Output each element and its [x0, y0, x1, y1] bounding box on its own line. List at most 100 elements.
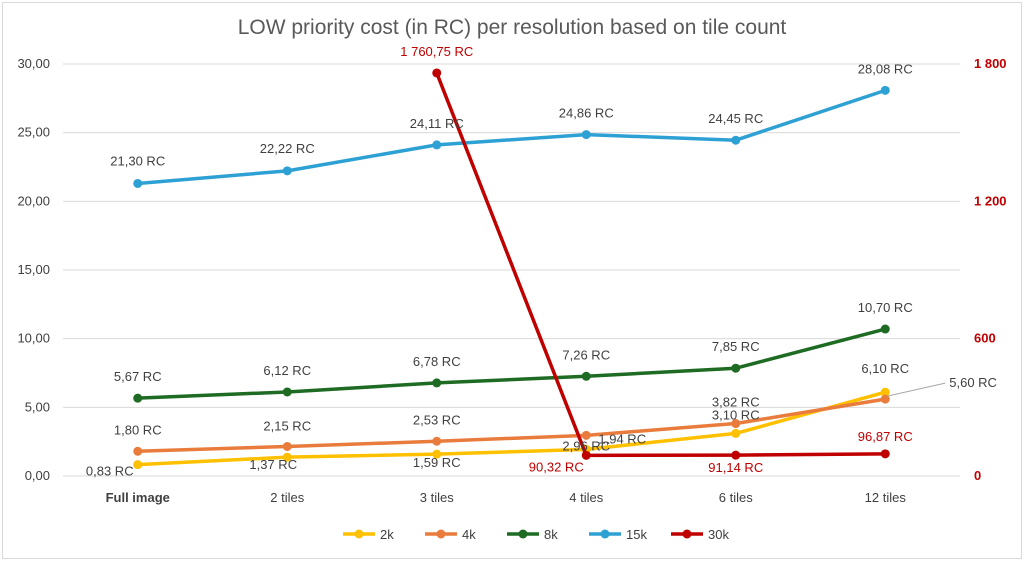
data-label-8k: 6,78 RC	[413, 354, 461, 369]
data-label-2k: 6,10 RC	[861, 361, 909, 376]
data-label-15k: 24,45 RC	[708, 111, 763, 126]
y-left-tick-label: 0,00	[25, 468, 50, 483]
data-label-30k: 1 760,75 RC	[400, 44, 473, 59]
legend-label: 30k	[708, 527, 729, 542]
data-label-8k: 6,12 RC	[263, 363, 311, 378]
legend-swatch-marker	[518, 529, 528, 539]
data-label-15k: 21,30 RC	[110, 153, 165, 168]
legend-item-2k: 2k	[343, 527, 394, 542]
data-point-30k	[432, 68, 442, 78]
data-label-4k: 2,96 RC	[562, 438, 610, 453]
x-tick-label: 12 tiles	[865, 490, 907, 505]
y-left-tick-label: 25,00	[17, 125, 50, 140]
data-point-8k	[880, 324, 890, 334]
data-label-30k: 96,87 RC	[858, 429, 913, 444]
data-label-8k: 5,67 RC	[114, 369, 162, 384]
data-point-2k	[731, 428, 741, 438]
legend-label: 4k	[462, 527, 476, 542]
data-point-4k	[880, 394, 890, 404]
y-right-tick-label: 1 200	[974, 193, 1007, 208]
legend-label: 15k	[626, 527, 647, 542]
y-left-tick-label: 5,00	[25, 399, 50, 414]
data-point-2k	[880, 387, 890, 397]
data-point-15k	[133, 178, 143, 188]
data-label-4k: 5,60 RC	[949, 375, 997, 390]
x-tick-label: 6 tiles	[719, 490, 753, 505]
y-left-tick-label: 10,00	[17, 331, 50, 346]
data-point-15k	[880, 85, 890, 95]
y-right-tick-label: 0	[974, 468, 981, 483]
data-point-30k	[581, 450, 591, 460]
data-label-15k: 24,86 RC	[559, 106, 614, 121]
legend-swatch-marker	[436, 529, 446, 539]
data-label-8k: 7,26 RC	[562, 347, 610, 362]
axes: 0,00 5,00 10,00 15,00 20,00 25,00 30,00 0 600 1 2…	[17, 56, 1006, 505]
data-point-2k	[432, 449, 442, 459]
series-2k	[133, 387, 890, 470]
data-point-30k	[880, 449, 890, 459]
x-tick-label: Full image	[106, 490, 170, 505]
series-30k	[432, 68, 890, 460]
data-point-4k	[581, 430, 591, 440]
data-point-8k	[133, 393, 143, 403]
legend-item-15k: 15k	[589, 527, 647, 542]
series-4k	[133, 394, 890, 456]
data-point-15k	[282, 166, 292, 176]
legend-swatch-marker	[682, 529, 692, 539]
data-label-2k: 3,10 RC	[712, 407, 760, 422]
series-line-30k	[435, 72, 886, 458]
series-8k	[133, 324, 890, 403]
data-label-4k: 1,80 RC	[114, 422, 162, 437]
series-line-15k	[137, 88, 886, 186]
y-left-tick-label: 30,00	[17, 56, 50, 71]
legend-item-30k: 30k	[671, 527, 729, 542]
leader-line	[887, 382, 946, 397]
data-point-4k	[432, 436, 442, 446]
series-layer	[133, 68, 890, 470]
chart-title: LOW priority cost (in RC) per resolution…	[238, 16, 787, 39]
y-left-tick-label: 15,00	[17, 262, 50, 277]
series-line-2k	[137, 390, 886, 467]
data-point-2k	[133, 460, 143, 470]
data-label-2k: 1,94 RC	[598, 431, 646, 446]
data-label-8k: 7,85 RC	[712, 339, 760, 354]
y-right-tick-label: 1 800	[974, 56, 1007, 71]
data-label-4k: 3,82 RC	[712, 395, 760, 410]
data-label-15k: 28,08 RC	[858, 61, 913, 76]
data-label-8k: 10,70 RC	[858, 300, 913, 315]
legend-item-4k: 4k	[425, 527, 476, 542]
data-label-30k: 91,14 RC	[708, 460, 763, 475]
gridlines	[63, 63, 960, 477]
legend-swatch-marker	[354, 529, 364, 539]
data-point-4k	[731, 419, 741, 429]
legend: 2k 4k 8k 15k 30k	[343, 527, 729, 542]
y-right-tick-label: 600	[974, 331, 996, 346]
y-left-tick-label: 20,00	[17, 193, 50, 208]
data-point-8k	[432, 378, 442, 388]
series-line-4k	[137, 397, 886, 454]
data-label-15k: 22,22 RC	[260, 141, 315, 156]
data-label-30k: 90,32 RC	[529, 459, 584, 474]
data-point-2k	[282, 452, 292, 462]
legend-label: 8k	[544, 527, 558, 542]
data-point-8k	[581, 371, 591, 381]
x-tick-label: 4 tiles	[569, 490, 603, 505]
x-tick-label: 3 tiles	[420, 490, 454, 505]
data-point-15k	[581, 130, 591, 140]
data-point-15k	[731, 135, 741, 145]
data-labels: 0,83 RC 1,37 RC 1,59 RC 1,94 RC 3,10 RC 6,10 …	[86, 44, 997, 479]
legend-swatch-marker	[600, 529, 610, 539]
legend-item-8k: 8k	[507, 527, 558, 542]
data-label-4k: 2,53 RC	[413, 412, 461, 427]
data-point-8k	[282, 387, 292, 397]
series-line-8k	[137, 327, 886, 400]
data-label-2k: 1,59 RC	[413, 455, 461, 470]
data-point-4k	[282, 441, 292, 451]
data-point-30k	[731, 450, 741, 460]
series-15k	[133, 85, 890, 188]
data-label-15k: 24,11 RC	[410, 116, 464, 131]
data-point-4k	[133, 446, 143, 456]
data-point-15k	[432, 140, 442, 150]
